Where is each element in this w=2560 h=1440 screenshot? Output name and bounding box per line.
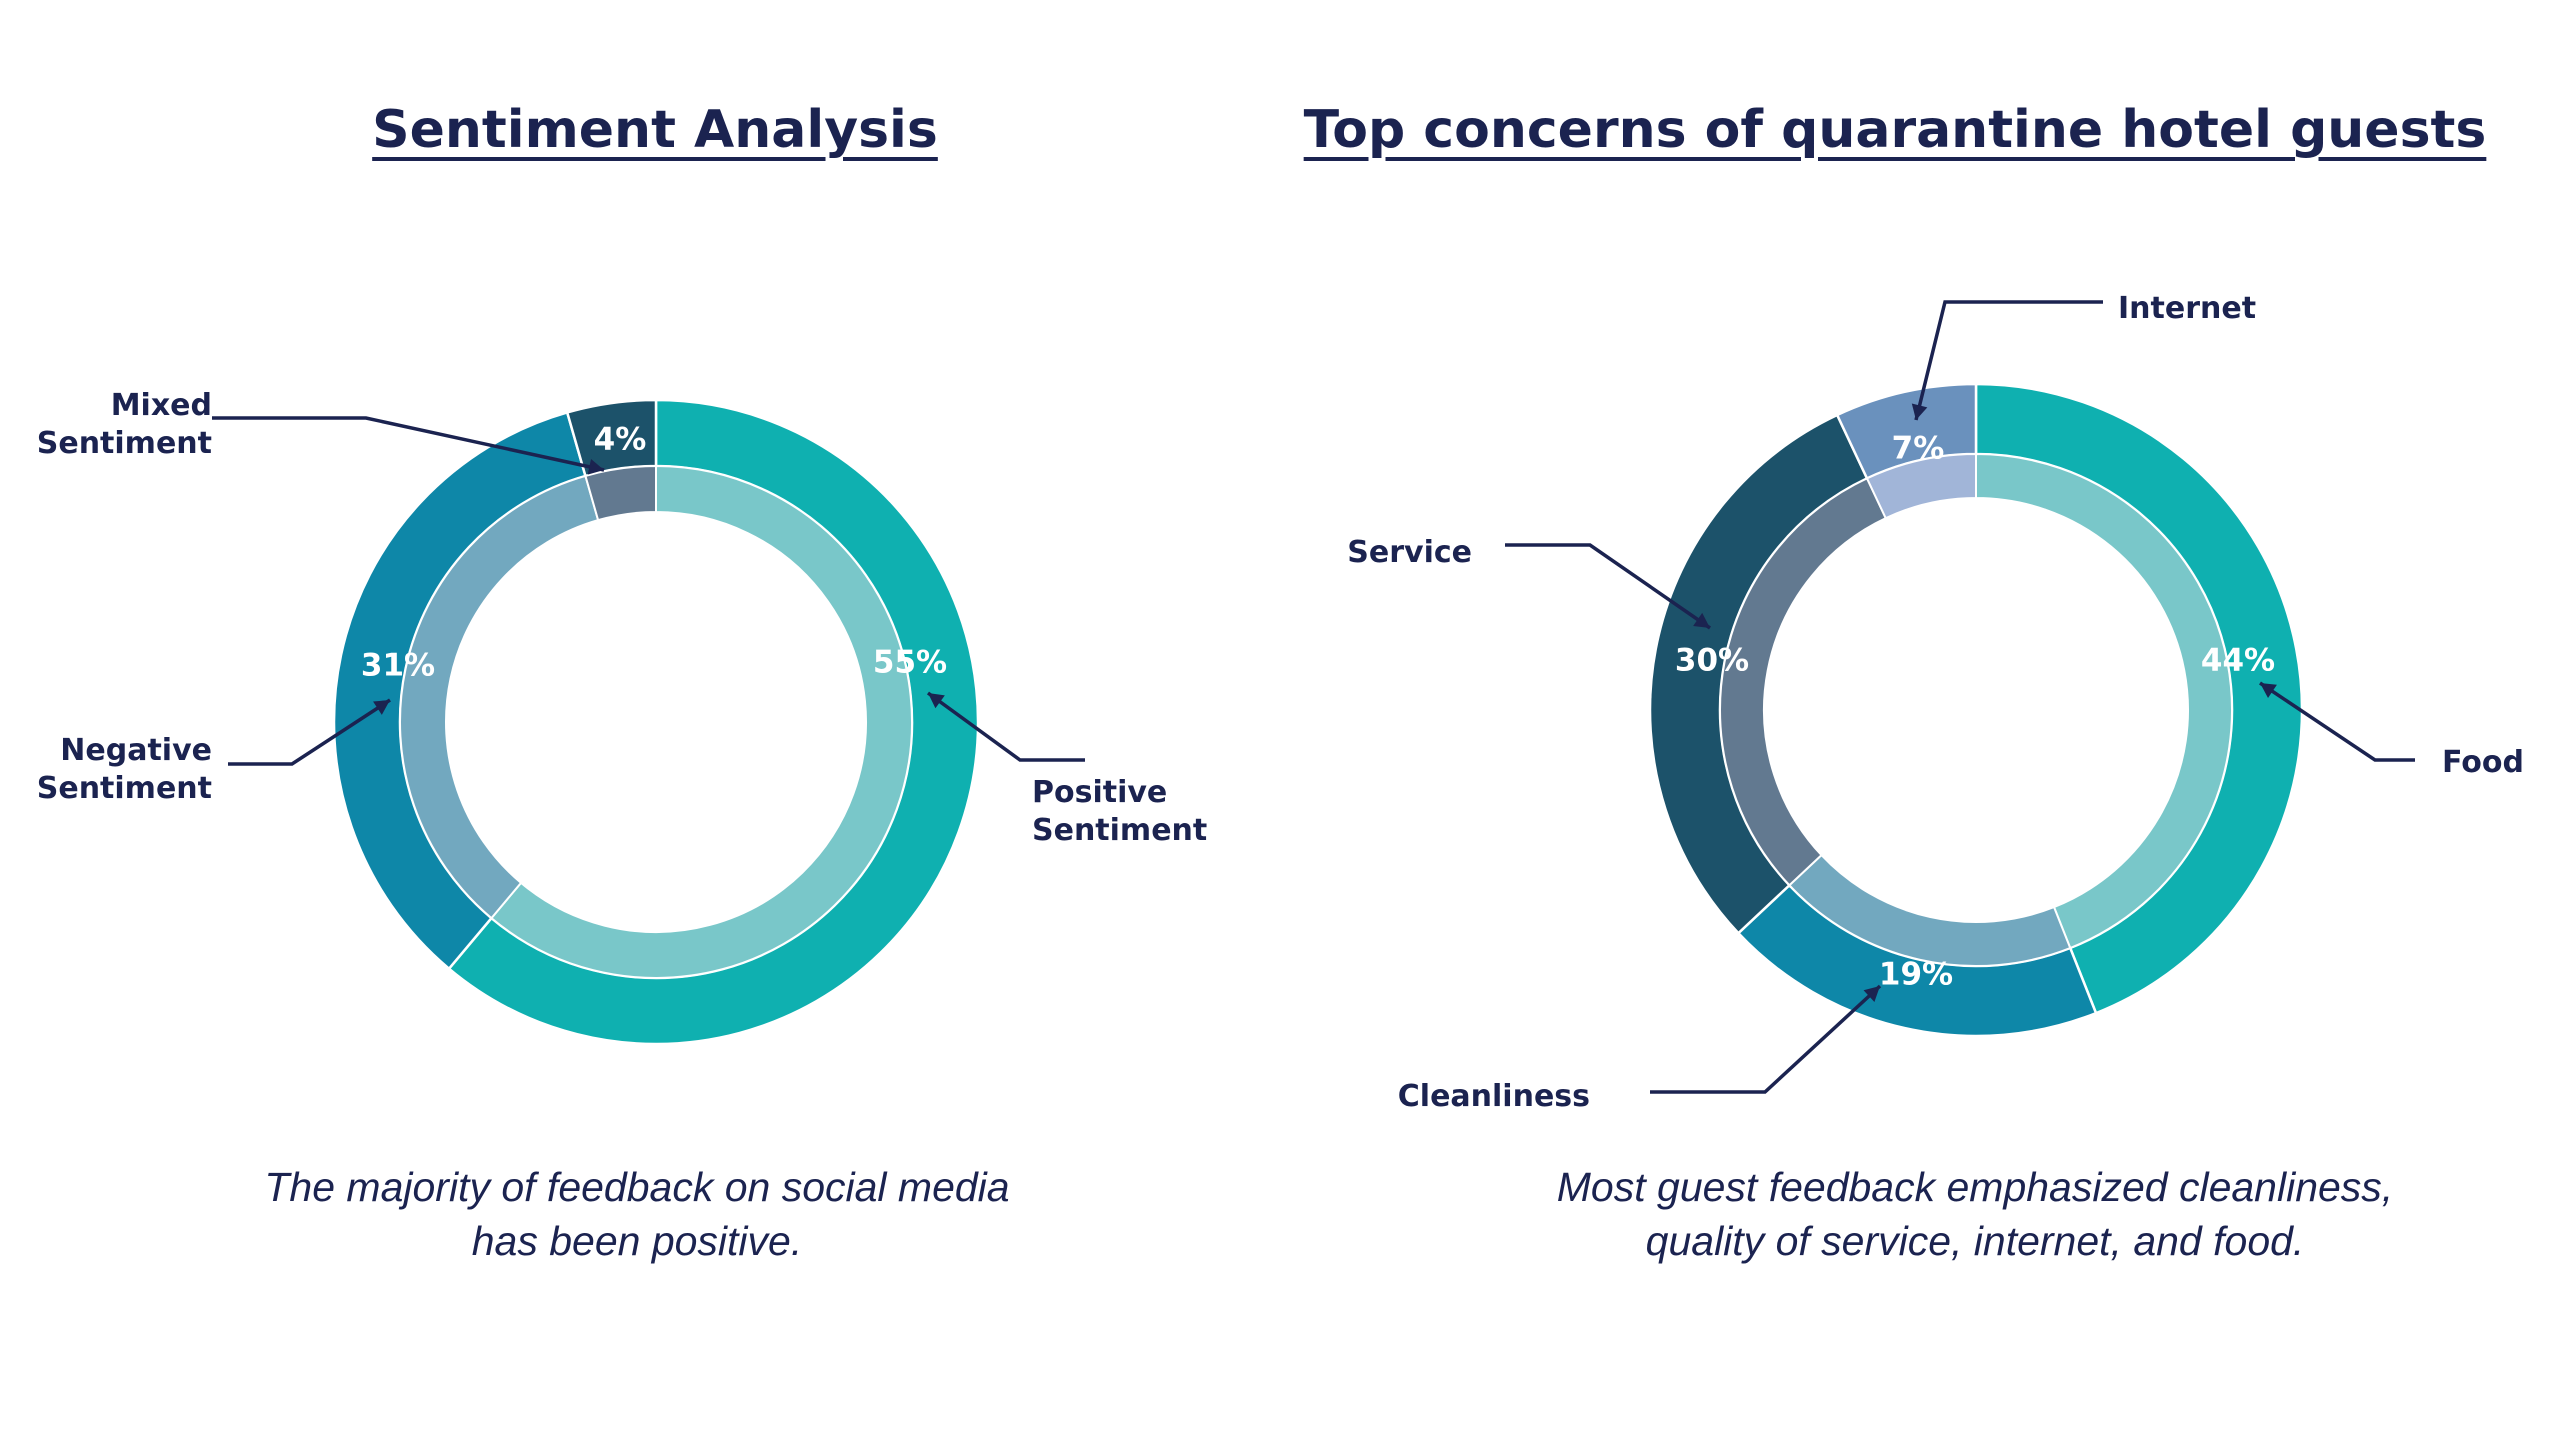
leader-line-cleanliness [1650,984,1882,1094]
category-label-cleanliness: Cleanliness [1398,1079,1590,1114]
leader-line-mixed-sentiment [212,416,605,472]
data-label-cleanliness: 19% [1879,957,1953,993]
leader-arrowhead [1693,612,1710,628]
sentiment-donut-chart: 55% 31% 4% Positive Sentiment Negative Sentime… [37,388,1207,1046]
chart-title: Sentiment Analysis [372,100,938,160]
concerns-chart-panel: Top concerns of quarantine hotel guests … [1280,0,2560,1440]
caption-line: The majority of feedback on social media [264,1164,1010,1210]
leader-line-negative-sentiment [228,698,391,766]
data-label-negative-sentiment: 31% [361,648,435,684]
caption-line: has been positive. [471,1218,803,1264]
category-label-food: Food [2442,745,2524,780]
leader-arrowhead [587,458,604,475]
leader-line-internet [1914,300,2103,421]
donut-slice-inner-mixed-sentiment [584,464,657,522]
leader-line-service [1505,543,1711,630]
data-label-food: 44% [2201,643,2275,679]
category-label-negative-sentiment: Negative Sentiment [37,733,212,806]
caption-line: quality of service, internet, and food. [1645,1218,2305,1264]
leader-line-positive-sentiment [926,691,1085,762]
data-label-internet: 7% [1892,431,1945,467]
chart-caption: Most guest feedback emphasized cleanline… [1475,1160,2475,1268]
data-label-service: 30% [1675,643,1749,679]
leader-arrowhead [2260,683,2277,698]
leader-arrowhead [373,700,390,715]
category-label-positive-sentiment: Positive Sentiment [1032,775,1207,848]
category-label-mixed-sentiment: Mixed Sentiment [37,388,212,461]
leader-line-food [2259,681,2415,762]
data-label-mixed-sentiment: 4% [594,422,647,458]
donut-center [446,512,866,932]
leader-arrowhead [1863,986,1880,1003]
chart-title: Top concerns of quarantine hotel guests [1303,100,2487,160]
donut-center [1764,498,2188,922]
category-label-service: Service [1347,535,1472,570]
leader-arrowhead [1911,403,1928,420]
data-label-positive-sentiment: 55% [873,645,947,681]
sentiment-chart-panel: Sentiment Analysis 55% 31% 4% Positive Senti… [37,100,1208,1268]
leader-arrowhead [928,693,945,709]
caption-line: Most guest feedback emphasized cleanline… [1556,1164,2394,1210]
concerns-donut-chart: 44% 19% 30% 7% Food Cleanliness Service Interne… [1347,291,2524,1114]
category-label-internet: Internet [2118,291,2256,326]
chart-caption: The majority of feedback on social media… [137,1160,1137,1268]
